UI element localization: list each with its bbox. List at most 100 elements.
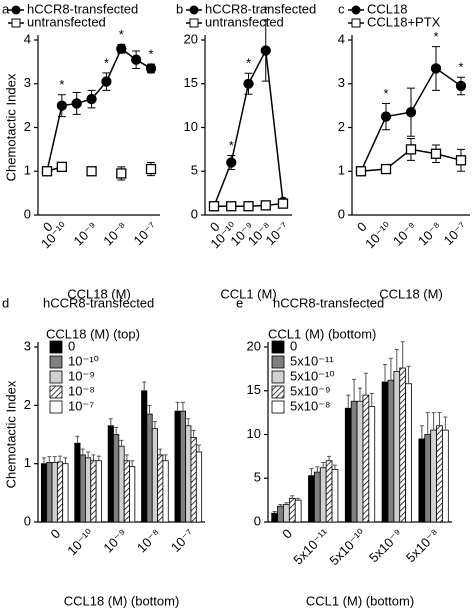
error-bar [358,387,362,402]
bar [344,407,352,523]
legend-swatch [271,400,285,414]
error-bar [437,412,442,426]
error-bar [47,456,52,463]
marker [380,163,392,175]
bar [146,413,153,523]
x-axis-title: CCL18 (M) [67,286,131,301]
legend-title: CCL18 (M) (top) [46,326,140,341]
marker [243,78,254,89]
error-bar [196,444,201,452]
x-tick-label: 10⁻¹⁰ [362,219,394,251]
legend-marker [351,5,361,15]
bar [85,457,92,523]
x-tick-label: 10⁻⁹ [71,219,101,249]
error-bar [191,429,196,438]
legend-swatch [271,385,285,399]
error-bar [383,364,388,382]
bar [151,428,158,523]
x-tick-label: 10⁻⁷ [131,219,160,248]
legend-swatch [271,370,285,384]
bar [40,463,48,523]
x-tick-label: 5x10⁻⁹ [366,526,405,565]
panel-label: e [236,295,243,310]
legend-marker [189,5,199,15]
error-bar [327,455,332,461]
legend-label: 0 [68,338,75,353]
y-tick-label: 0 [254,513,261,528]
y-tick-label: 2 [338,119,345,134]
error-bar [75,435,80,444]
marker [430,63,442,74]
error-bar [63,457,68,464]
legend-label: 0 [290,338,297,353]
error-bar [284,502,289,505]
y-tick-label: 1 [24,455,31,470]
legend-swatch [49,385,63,399]
y-tick-label: 15 [247,382,261,397]
error-bar [80,448,85,455]
error-bar [186,418,191,426]
error-bar [124,454,129,461]
y-axis-title: Chemotactic Index [3,73,18,181]
bar [46,462,53,523]
marker [260,200,271,211]
error-bar [119,439,124,447]
error-bar [309,468,314,476]
y-tick-label: 20 [184,31,198,46]
marker [260,45,271,56]
bar [424,434,432,523]
bar [325,460,333,523]
annotation: * [383,86,388,101]
bar [56,461,64,523]
bar [174,410,181,523]
legend-label: 10⁻⁸ [68,383,95,398]
legend-label: 10⁻⁷ [68,398,94,413]
y-tick-label: 2 [24,397,31,412]
error-bar [388,357,393,381]
y-tick-label: 5 [191,163,198,178]
x-axis-title: CCL18 (M) [379,286,443,301]
bar [74,442,81,523]
error-bar [315,466,320,473]
y-tick-label: 0 [191,206,198,221]
bar [362,394,370,523]
bar [90,460,97,523]
y-tick-label: 3 [24,338,31,353]
x-tick-label: 10⁻⁹ [100,526,130,556]
y-tick-label: 0 [24,206,31,221]
error-bar [278,504,283,507]
x-tick-label: 10⁻⁸ [100,219,130,249]
panel-label: c [338,1,345,16]
bar [141,390,148,523]
marker [430,148,442,159]
y-tick-label: 1 [24,163,31,178]
error-bar [290,495,295,499]
marker [86,93,97,105]
x-tick-label: 5x10⁻¹¹ [290,525,332,567]
x-axis-title: CCL1 (M) (bottom) [306,593,414,608]
marker [455,80,467,92]
error-bar [175,401,180,412]
bar [350,400,358,523]
error-bar [130,460,135,467]
legend-label: 10⁻⁹ [68,368,95,383]
error-bar [346,394,351,409]
legend-label: 10⁻¹⁰ [68,353,99,368]
error-bar [114,427,119,435]
bar [179,410,187,523]
y-tick-label: 0 [24,513,31,528]
x-tick-label: 10⁻⁸ [134,526,164,556]
x-tick-label: 5x10⁻¹⁰ [326,526,368,568]
annotation: * [119,27,124,42]
error-bar [406,365,411,384]
legend-marker [189,18,199,28]
annotation: * [148,47,153,62]
y-tick-label: 5 [254,470,261,485]
marker [277,198,289,209]
error-bar [152,421,157,429]
x-tick-label: 0 [48,526,64,542]
bar [190,437,197,523]
marker [116,168,127,179]
bar [356,400,364,523]
